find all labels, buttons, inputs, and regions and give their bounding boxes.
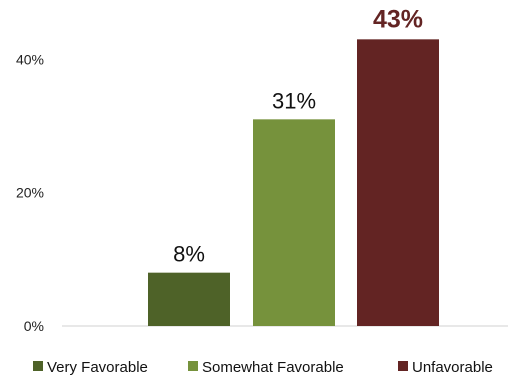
data-labels: 8% 31% 43% [173,5,423,266]
data-label: 31% [272,88,316,113]
bar-very-favorable [148,272,230,326]
y-tick-label: 40% [16,51,44,67]
data-label: 43% [373,5,423,33]
legend-swatch [188,361,198,371]
bar-somewhat-favorable [253,119,335,326]
data-label: 8% [173,242,205,267]
y-axis: 0% 20% 40% [16,51,44,334]
legend-swatch [398,361,408,371]
legend-label: Somewhat Favorable [202,359,344,376]
y-tick-label: 0% [24,318,44,334]
legend: Very Favorable Somewhat Favorable Unfavora… [33,359,493,376]
bar-unfavorable [357,39,439,326]
legend-swatch [33,361,43,371]
legend-label: Unfavorable [412,359,493,376]
bars [148,39,439,326]
y-tick-label: 20% [16,185,44,201]
legend-label: Very Favorable [47,359,148,376]
